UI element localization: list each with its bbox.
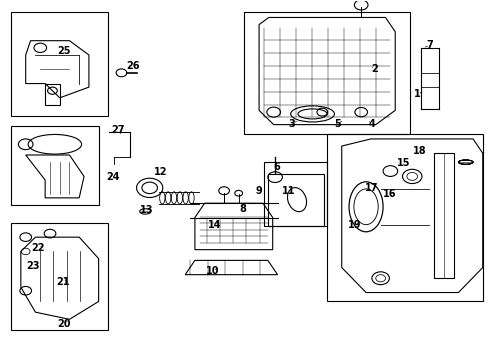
Text: 22: 22 bbox=[32, 243, 45, 253]
Bar bbox=[244, 12, 409, 134]
Text: 14: 14 bbox=[207, 220, 221, 230]
Text: 4: 4 bbox=[368, 118, 374, 129]
Bar bbox=[11, 223, 108, 330]
Bar bbox=[267, 174, 323, 226]
Text: 6: 6 bbox=[273, 162, 280, 172]
Text: 2: 2 bbox=[371, 64, 377, 74]
Bar bbox=[11, 126, 99, 205]
Text: 1: 1 bbox=[413, 89, 420, 99]
Text: 26: 26 bbox=[126, 61, 139, 71]
Text: 15: 15 bbox=[396, 158, 410, 168]
Text: 7: 7 bbox=[426, 40, 433, 50]
Text: 10: 10 bbox=[206, 266, 219, 276]
Text: 11: 11 bbox=[281, 186, 294, 197]
Text: 3: 3 bbox=[288, 118, 295, 129]
Text: 27: 27 bbox=[111, 125, 124, 135]
Text: 19: 19 bbox=[347, 220, 361, 230]
Text: 16: 16 bbox=[382, 189, 395, 199]
Text: 12: 12 bbox=[154, 167, 167, 177]
Text: 20: 20 bbox=[57, 319, 70, 329]
Text: 18: 18 bbox=[412, 147, 426, 157]
Text: 25: 25 bbox=[57, 46, 70, 56]
Text: 24: 24 bbox=[106, 172, 120, 182]
Text: 23: 23 bbox=[27, 261, 40, 271]
Text: 5: 5 bbox=[334, 118, 341, 129]
Text: 17: 17 bbox=[365, 183, 378, 193]
Text: 21: 21 bbox=[56, 277, 69, 287]
Bar bbox=[11, 12, 108, 116]
Bar bbox=[264, 162, 326, 226]
Text: 13: 13 bbox=[139, 205, 153, 215]
Bar bbox=[326, 134, 482, 301]
Text: 8: 8 bbox=[239, 203, 245, 213]
Text: 9: 9 bbox=[255, 186, 262, 196]
